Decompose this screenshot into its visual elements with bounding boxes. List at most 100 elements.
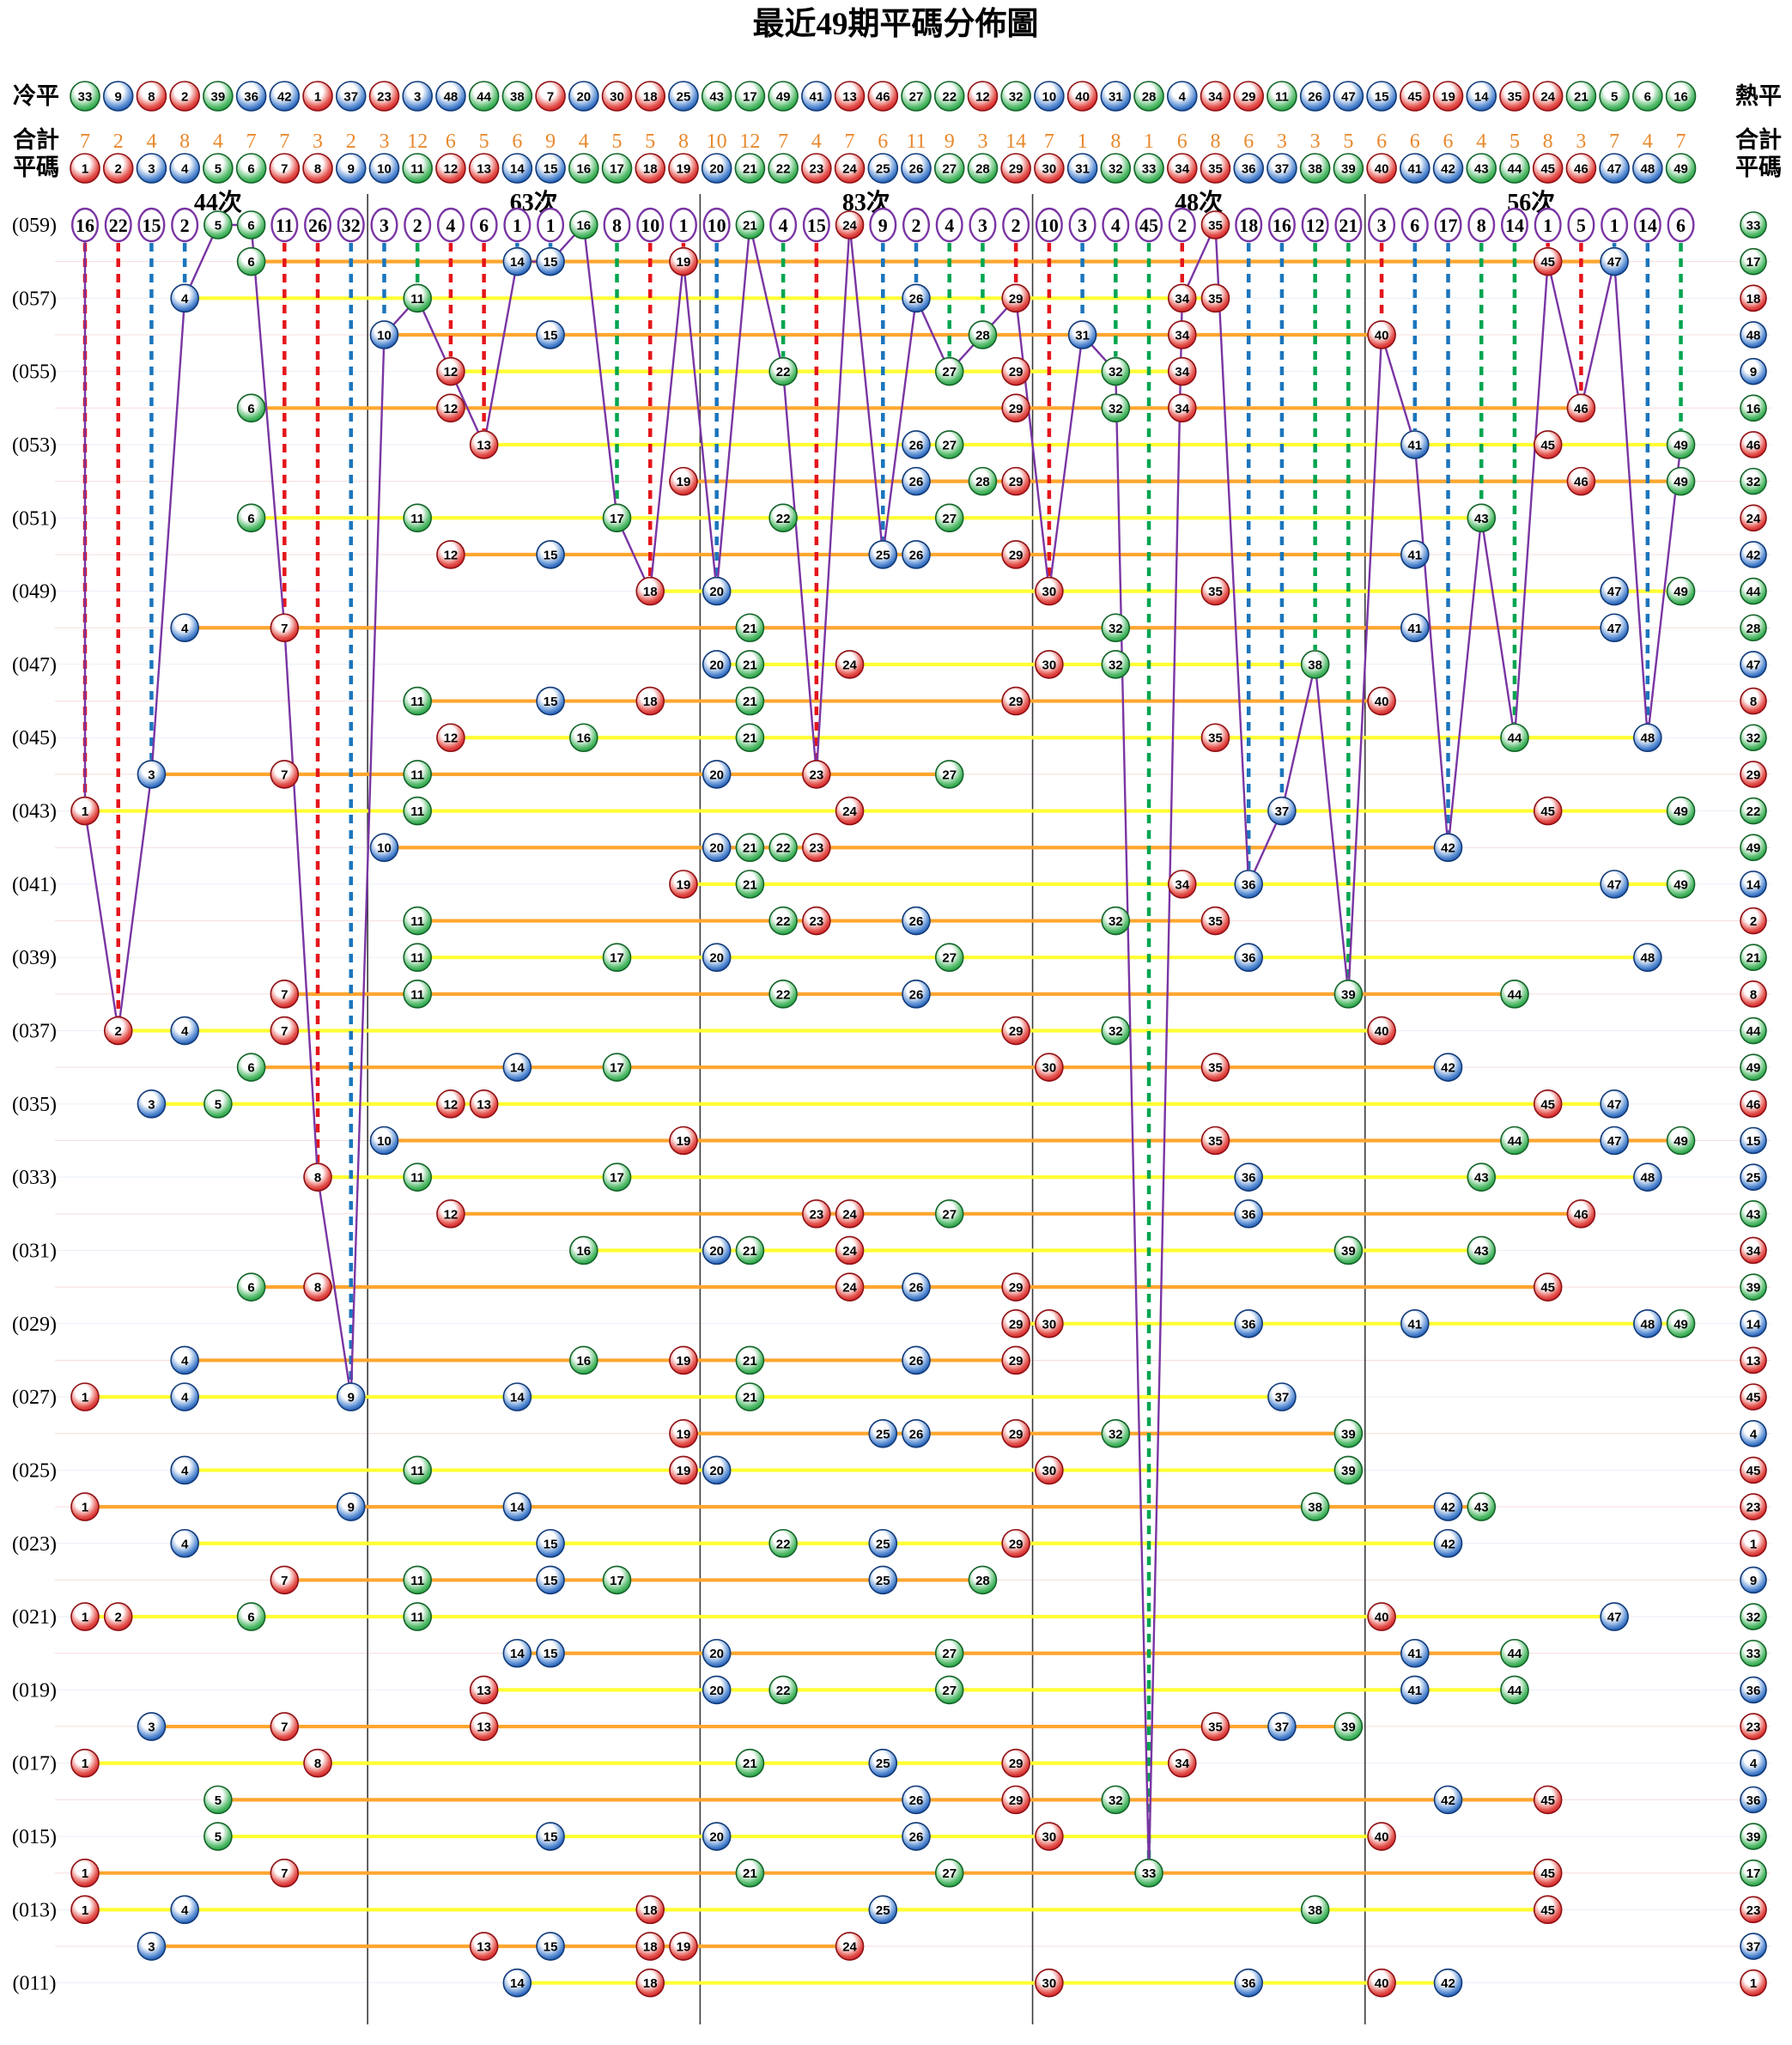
grid-ball-034-47 <box>1600 1126 1629 1156</box>
miss-count-30: 10 <box>1040 215 1059 236</box>
ball-number-6: 6 <box>247 512 254 526</box>
ball-number-4: 4 <box>181 1354 189 1368</box>
miss-circle-11 <box>404 207 432 243</box>
grid-ball-036-30 <box>1035 1053 1064 1082</box>
ball-number-24: 24 <box>842 1207 857 1222</box>
grid-ball-052-28 <box>968 466 998 496</box>
miss-count-44: 14 <box>1505 215 1524 236</box>
grid-ball-015-30 <box>1035 1822 1064 1851</box>
grid-ball-026-32 <box>1101 1418 1131 1448</box>
ball-number-32: 32 <box>1109 914 1123 929</box>
grid-ball-032-36 <box>1234 1199 1263 1229</box>
ball-number-29: 29 <box>1009 1354 1024 1368</box>
ball-number-18: 18 <box>643 1976 658 1991</box>
code-ball-33 <box>1133 153 1164 184</box>
grid-ball-043-49 <box>1666 796 1696 826</box>
ball-number-3: 3 <box>148 1940 155 1955</box>
grid-ball-040-22 <box>768 906 798 936</box>
ball-number-13: 13 <box>477 1720 491 1735</box>
ball-number-11: 11 <box>410 1464 424 1478</box>
grid-ball-055-29 <box>1001 356 1030 386</box>
special-ball-011 <box>1740 1969 1767 1997</box>
special-ball-035 <box>1740 1090 1767 1118</box>
ball-number-5: 5 <box>215 1830 222 1845</box>
ball-number-5: 5 <box>215 1793 222 1808</box>
grid-ball-047-32 <box>1101 650 1131 679</box>
ball-number-23: 23 <box>1746 1903 1761 1918</box>
ball-number-28: 28 <box>1746 622 1761 636</box>
ball-number-14: 14 <box>1474 90 1489 105</box>
ball-number-30: 30 <box>1042 1061 1057 1076</box>
ball-number-5: 5 <box>215 219 222 234</box>
grid-ball-020-44 <box>1500 1638 1529 1668</box>
total-count-23: 4 <box>811 130 822 153</box>
ball-number-29: 29 <box>1009 292 1024 306</box>
grid-ball-016-42 <box>1433 1785 1463 1815</box>
grid-ball-051-27 <box>934 503 964 533</box>
ball-number-46: 46 <box>876 90 890 105</box>
ball-number-37: 37 <box>1746 1940 1761 1955</box>
grid-ball-029-41 <box>1400 1309 1430 1338</box>
grid-ball-037-40 <box>1367 1016 1396 1046</box>
grid-ball-025-4 <box>170 1455 199 1485</box>
grid-ball-022-28 <box>968 1565 998 1595</box>
miss-count-12: 4 <box>446 215 455 236</box>
ball-number-40: 40 <box>1075 90 1090 105</box>
ball-number-49: 49 <box>1674 877 1688 892</box>
ball-number-9: 9 <box>348 162 355 177</box>
ball-number-12: 12 <box>444 731 459 746</box>
code-ball-7 <box>269 153 301 184</box>
special-ball-042 <box>1740 834 1767 862</box>
ball-number-28: 28 <box>975 162 990 177</box>
ball-number-20: 20 <box>709 1684 724 1698</box>
code-ball-17 <box>601 153 633 184</box>
ball-number-36: 36 <box>244 90 258 105</box>
code-ball-30 <box>1034 153 1065 184</box>
ball-number-29: 29 <box>1009 1317 1024 1332</box>
grid-ball-023-29 <box>1001 1528 1030 1558</box>
ball-number-29: 29 <box>1242 90 1256 105</box>
ball-number-33: 33 <box>1142 1866 1157 1881</box>
grid-ball-040-32 <box>1101 906 1131 936</box>
chart-content: 44次 63次 83次 48次 56次3371922843284394536764277… <box>12 81 1771 2024</box>
ball-number-11: 11 <box>410 1574 424 1588</box>
grid-ball-030-6 <box>236 1272 266 1302</box>
ball-number-28: 28 <box>975 328 990 343</box>
grid-ball-021-11 <box>403 1602 433 1631</box>
ball-number-20: 20 <box>709 1244 724 1259</box>
ball-number-15: 15 <box>544 1830 558 1845</box>
ball-number-7: 7 <box>281 1024 288 1039</box>
miss-circle-40 <box>1368 207 1396 243</box>
miss-count-11: 2 <box>413 215 422 236</box>
code-ball-23 <box>801 153 832 184</box>
ball-number-32: 32 <box>1746 731 1761 746</box>
grid-ball-012-13 <box>469 1932 499 1961</box>
ball-number-27: 27 <box>942 162 957 177</box>
ball-number-30: 30 <box>1042 1976 1057 1991</box>
code-ball-6 <box>235 153 267 184</box>
grid-ball-040-11 <box>403 906 433 936</box>
grid-ball-035-45 <box>1533 1089 1563 1119</box>
grid-ball-011-42 <box>1433 1968 1463 1998</box>
miss-count-14: 1 <box>513 215 522 236</box>
grid-ball-020-27 <box>934 1638 964 1668</box>
total-count-29: 14 <box>1005 130 1026 153</box>
grid-ball-033-48 <box>1633 1162 1662 1192</box>
grid-ball-046-21 <box>735 686 765 716</box>
cold-ball-18 <box>635 81 666 112</box>
grid-ball-028-19 <box>669 1345 698 1375</box>
special-ball-052 <box>1740 467 1767 495</box>
ball-number-5: 5 <box>1611 90 1618 105</box>
ball-number-12: 12 <box>444 162 459 177</box>
ball-number-46: 46 <box>1574 475 1589 489</box>
code-ball-48 <box>1632 153 1663 184</box>
cold-ball-14 <box>1466 81 1497 112</box>
period-label-057: (057) <box>12 288 57 310</box>
ball-number-49: 49 <box>1746 1061 1761 1076</box>
special-ball-013 <box>1740 1896 1767 1924</box>
miss-count-41: 6 <box>1410 215 1419 236</box>
grid-ball-012-18 <box>635 1932 665 1961</box>
miss-circle-47 <box>1601 207 1629 243</box>
grid-ball-033-43 <box>1467 1162 1497 1192</box>
code-ball-46 <box>1565 153 1597 184</box>
